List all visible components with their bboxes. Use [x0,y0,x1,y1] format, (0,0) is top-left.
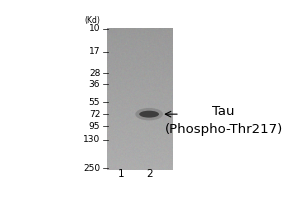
Text: Tau
(Phospho-Thr217): Tau (Phospho-Thr217) [164,105,283,136]
Ellipse shape [139,111,159,118]
Text: 36: 36 [89,80,100,89]
Text: 10: 10 [89,24,100,33]
Text: 28: 28 [89,69,100,78]
Text: 130: 130 [83,135,100,144]
Text: 17: 17 [89,47,100,56]
Text: 55: 55 [89,98,100,107]
Text: 250: 250 [83,164,100,173]
Text: 1: 1 [118,169,125,179]
Text: 2: 2 [146,169,153,179]
Text: 95: 95 [89,122,100,131]
Text: (Kd): (Kd) [84,16,100,25]
Text: 72: 72 [89,110,100,119]
Ellipse shape [135,108,163,120]
